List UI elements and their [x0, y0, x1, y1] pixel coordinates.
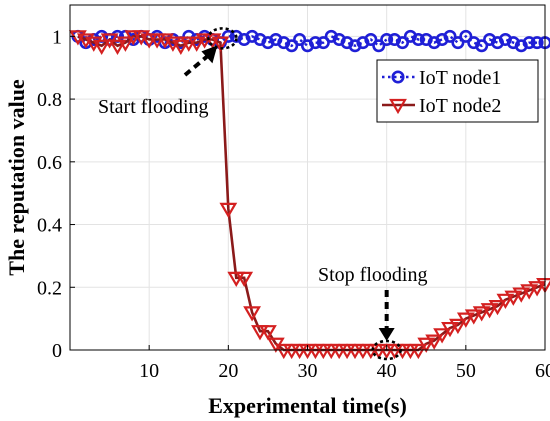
x-axis-title: Experimental time(s) — [208, 393, 407, 418]
data-point-triangle — [441, 321, 459, 338]
data-point-triangle — [488, 299, 507, 316]
y-tick-label: 0.2 — [37, 277, 62, 299]
data-point-triangle — [243, 306, 261, 322]
data-point-circle — [221, 29, 235, 43]
data-point-triangle — [116, 36, 135, 52]
annotation-start-flooding: Start flooding — [98, 96, 209, 118]
data-point-triangle — [409, 343, 428, 360]
data-point-triangle — [171, 39, 190, 55]
data-point-circle — [459, 29, 473, 43]
data-point-triangle — [425, 334, 444, 350]
data-point-triangle — [449, 318, 467, 335]
x-tick-label: 50 — [456, 360, 476, 382]
data-point-triangle — [456, 312, 475, 328]
legend-label-node2: IoT node2 — [419, 95, 501, 117]
data-point-triangle — [235, 271, 254, 288]
data-point-triangle — [219, 202, 238, 219]
data-point-triangle — [504, 290, 523, 306]
data-point-circle — [411, 32, 425, 46]
data-point-circle — [308, 36, 322, 50]
annotation-arrowhead-stop — [378, 328, 395, 341]
data-point-triangle — [259, 325, 277, 341]
x-tick-label: 60 — [535, 360, 550, 382]
legend-label-node1: IoT node1 — [419, 67, 501, 89]
x-tick-label: 10 — [139, 360, 159, 382]
x-tick-label: 20 — [218, 360, 238, 382]
y-axis-title: The reputation value — [4, 79, 29, 276]
y-tick-label: 0.6 — [37, 152, 62, 174]
data-point-circle — [285, 39, 299, 53]
data-point-triangle — [211, 36, 230, 52]
legend: IoT node1 IoT node2 — [376, 59, 539, 123]
data-point-triangle — [464, 309, 483, 325]
data-point-triangle — [472, 306, 491, 322]
data-point-circle — [372, 39, 386, 53]
data-point-circle — [451, 36, 465, 50]
annotation-ellipse-start — [207, 27, 238, 50]
data-point-triangle — [417, 337, 436, 353]
legend-marker-node2 — [389, 98, 407, 115]
data-point-circle — [522, 36, 536, 50]
x-tick-label: 40 — [377, 360, 397, 382]
legend-marker-node1 — [391, 70, 405, 84]
data-point-triangle — [108, 39, 127, 55]
grid — [70, 5, 546, 351]
data-point-circle — [443, 29, 457, 43]
x-tick-label: 30 — [298, 360, 318, 382]
legend-box — [376, 59, 539, 123]
data-point-circle — [316, 36, 330, 50]
y-tick-label: 1 — [52, 26, 62, 48]
ticks: 10 20 30 40 50 60 0 0.2 0.4 0.6 0.8 1 — [37, 26, 550, 382]
data-point-circle — [395, 36, 409, 50]
data-point-triangle — [433, 328, 451, 344]
annotation-stop-flooding: Stop flooding — [318, 264, 427, 286]
annotation-arrow-start — [183, 48, 216, 77]
data-point-triangle — [480, 303, 499, 319]
annotation-arrowhead-start — [201, 45, 218, 64]
data-point-circle — [530, 36, 544, 50]
y-tick-label: 0 — [52, 340, 62, 362]
annotations: Start flooding Stop flooding — [98, 27, 427, 361]
data-point-circle — [364, 32, 378, 46]
y-tick-label: 0.8 — [37, 89, 62, 111]
series-layer — [69, 29, 550, 360]
data-point-triangle — [528, 281, 546, 297]
data-point-triangle — [92, 39, 111, 55]
data-point-triangle — [496, 293, 515, 310]
y-tick-label: 0.4 — [37, 215, 62, 237]
data-point-circle — [293, 32, 307, 46]
data-point-circle — [380, 32, 394, 46]
data-point-triangle — [187, 36, 206, 52]
data-point-triangle — [512, 287, 531, 303]
data-point-circle — [475, 39, 489, 53]
data-point-triangle — [520, 284, 539, 300]
